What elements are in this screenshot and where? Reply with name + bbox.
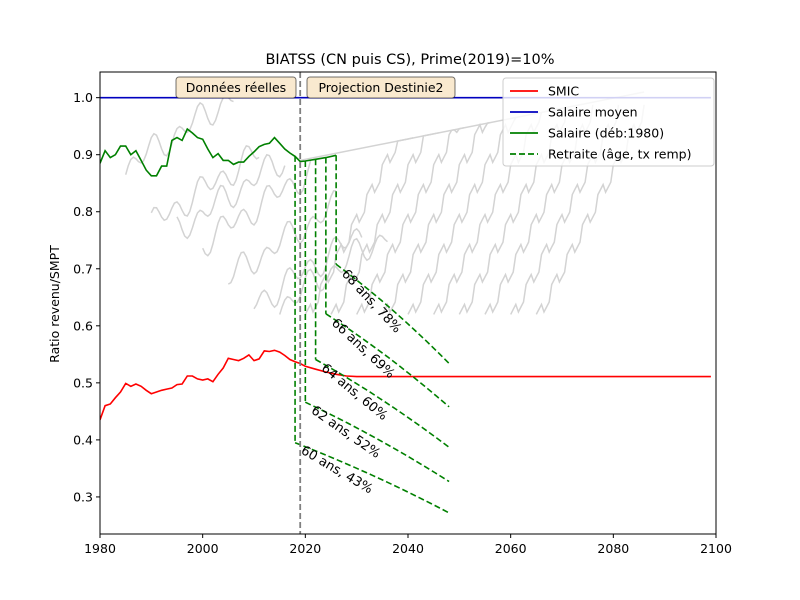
background-cohort-line — [202, 160, 312, 257]
x-tick-label: 1980 — [84, 541, 116, 556]
background-cohort-line — [227, 190, 337, 285]
y-tick-label: 0.4 — [73, 432, 93, 447]
chart-title: BIATSS (CN puis CS), Prime(2019)=10% — [265, 52, 554, 68]
background-cohort-line — [150, 145, 260, 222]
x-tick-label: 2040 — [392, 541, 424, 556]
series-line-smic — [100, 349, 711, 421]
y-tick-label: 0.6 — [73, 318, 93, 333]
axes: 1980 2000 2020 2040 2060 2080 2100 0.3 0.4 0.5 0.6… — [73, 71, 732, 556]
legend-entry: Retraite (âge, tx remp) — [548, 147, 691, 162]
x-tick-label: 2000 — [187, 541, 219, 556]
legend-entry: Salaire (déb:1980) — [548, 126, 664, 141]
annotation-real-data-text: Données réelles — [186, 80, 286, 95]
retirement-decline-line — [325, 313, 450, 408]
annotation-real-data-box — [175, 76, 297, 99]
background-cohort-line — [124, 94, 234, 175]
background-cohort-line — [381, 121, 491, 315]
x-tick-label: 2060 — [495, 541, 527, 556]
background-cohort-line — [330, 132, 439, 315]
x-tick-label: 2020 — [289, 541, 321, 556]
background-cohort-line — [253, 227, 363, 310]
background-cohort-line — [278, 234, 388, 315]
annotation-projection-text: Projection Destinie2 — [318, 80, 443, 95]
y-tick-label: 0.9 — [73, 147, 93, 162]
annotation-projection-box — [306, 76, 456, 99]
retirement-decline-line — [304, 401, 450, 483]
background-cohort-line — [356, 126, 465, 315]
annotations: 60 ans, 43%62 ans, 52%64 ans, 60%66 ans,… — [175, 76, 456, 497]
background-cohort-line — [176, 153, 286, 240]
y-tick-label: 0.7 — [73, 261, 93, 276]
y-tick-label: 0.8 — [73, 204, 93, 219]
series-line-salaire-d-b-1980- — [100, 127, 337, 177]
y-tick-label: 0.3 — [73, 489, 93, 504]
retirement-decline-line — [294, 441, 450, 514]
x-tick-label: 2080 — [597, 541, 629, 556]
retirement-decline-line — [335, 263, 450, 365]
background-cohort-line — [407, 117, 517, 315]
legend-entry: Salaire moyen — [548, 105, 638, 120]
legend: SMIC Salaire moyen Salaire (déb:1980) Retra… — [502, 77, 715, 167]
x-tick-label: 2100 — [700, 541, 732, 556]
y-axis-label: Ratio revenu/SMPT — [47, 245, 62, 363]
y-tick-label: 1.0 — [73, 90, 93, 105]
legend-box — [502, 77, 715, 167]
y-tick-label: 0.5 — [73, 375, 93, 390]
background-cohort-line — [304, 137, 414, 315]
legend-entry: SMIC — [548, 84, 579, 99]
